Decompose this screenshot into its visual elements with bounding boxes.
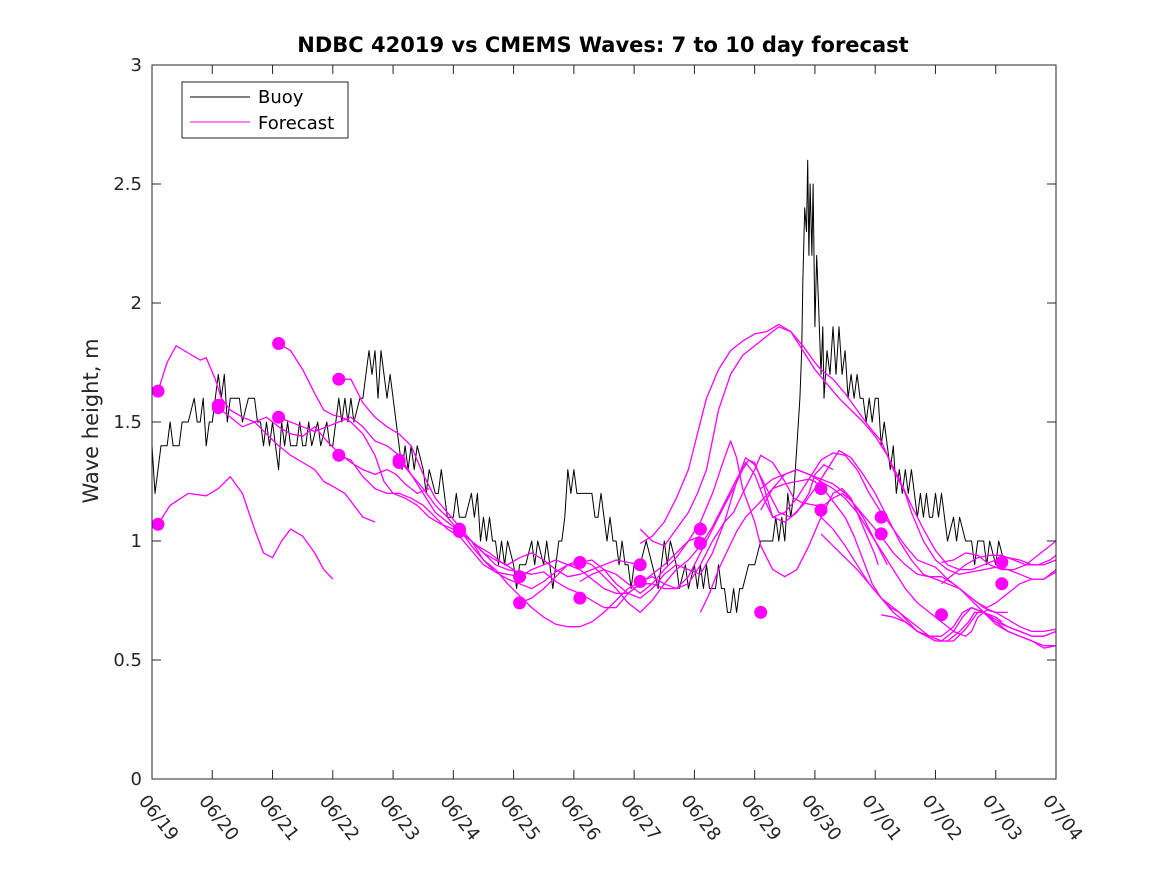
forecast-start-marker-15	[573, 591, 587, 605]
forecast-start-marker-4	[272, 337, 286, 350]
forecast-series-line-3	[217, 407, 430, 495]
forecast-series-line-16	[760, 468, 1057, 637]
forecast-start-marker-22	[814, 503, 828, 517]
x-tick-label-3: 06/22	[315, 791, 363, 845]
x-tick-label-14: 07/03	[978, 791, 1026, 845]
forecast-series-line-6	[338, 378, 641, 578]
forecast-start-marker-6	[332, 372, 346, 386]
y-tick-label-2: 1	[131, 531, 142, 552]
x-tick-label-1: 06/20	[194, 791, 242, 845]
forecast-start-marker-23	[874, 510, 888, 524]
y-axis: 0 0.5 1 1.5 2 2.5 3	[113, 55, 1056, 790]
plot-area	[151, 159, 1057, 649]
forecast-series-line-12	[579, 440, 879, 595]
forecast-series-line-21	[941, 540, 1057, 571]
x-tick-label-9: 06/28	[676, 791, 724, 845]
forecast-start-marker-7	[332, 448, 346, 462]
forecast-start-marker-21	[814, 482, 828, 496]
forecast-start-marker-11	[452, 525, 466, 538]
forecast-start-marker-13	[513, 596, 527, 610]
forecast-start-marker-14	[573, 555, 587, 569]
y-tick-label-4: 2	[131, 293, 142, 314]
forecast-series-line-17	[760, 468, 1057, 609]
legend-buoy-label: Buoy	[258, 87, 304, 108]
x-tick-label-10: 06/29	[737, 791, 785, 845]
legend: Buoy Forecast	[181, 81, 349, 139]
y-tick-label-3: 1.5	[113, 412, 142, 433]
y-tick-label-6: 3	[131, 55, 142, 76]
forecast-series-line-22	[941, 554, 1057, 585]
forecast-series-line-5	[278, 416, 580, 578]
x-tick-label-6: 06/25	[496, 791, 544, 845]
forecast-series-line-11	[579, 449, 1008, 614]
x-tick-label-8: 06/27	[616, 791, 664, 845]
forecast-series-line-19	[820, 533, 1057, 649]
chart-title: NDBC 42019 vs CMEMS Waves: 7 to 10 day f…	[297, 33, 908, 57]
legend-box	[181, 81, 349, 139]
forecast-start-marker-17	[633, 575, 647, 588]
y-tick-label-0: 0	[131, 769, 142, 790]
y-tick-label-1: 0.5	[113, 650, 142, 671]
x-tick-label-11: 06/30	[797, 791, 845, 845]
forecast-start-marker-16	[633, 558, 647, 572]
x-tick-label-5: 06/24	[435, 791, 483, 845]
forecast-start-marker-19	[693, 536, 707, 550]
series-layer	[151, 159, 1057, 649]
x-tick-label-4: 06/23	[375, 791, 423, 845]
forecast-series-line-1	[157, 476, 334, 580]
forecast-start-marker-5	[272, 410, 286, 424]
forecast-start-marker-18	[693, 522, 707, 536]
legend-forecast-label: Forecast	[258, 113, 334, 134]
forecast-start-marker-25	[935, 608, 948, 622]
buoy-series-line	[151, 159, 1006, 613]
x-tick-label-13: 07/02	[918, 791, 966, 845]
x-tick-label-2: 06/21	[255, 791, 303, 845]
marker-layer	[151, 337, 1009, 622]
forecast-start-marker-1	[151, 517, 165, 531]
forecast-start-marker-26	[995, 555, 1009, 569]
y-tick-label-5: 2.5	[113, 174, 142, 195]
x-tick-label-0: 06/19	[134, 791, 182, 845]
y-axis-label: Wave height, m	[79, 338, 103, 503]
forecast-start-marker-9	[392, 456, 406, 469]
forecast-start-marker-12	[513, 570, 527, 584]
forecast-start-marker-27	[995, 577, 1009, 591]
forecast-start-marker-3	[211, 401, 225, 415]
forecast-series-line-2	[157, 345, 376, 523]
forecast-series-line-14	[639, 323, 1057, 571]
forecast-start-marker-24	[874, 527, 888, 541]
forecast-series-line-13	[639, 326, 1057, 580]
forecast-start-marker-0	[151, 384, 165, 398]
x-tick-label-15: 07/04	[1038, 791, 1086, 845]
forecast-start-marker-20	[754, 605, 768, 619]
x-tick-label-12: 07/01	[857, 791, 905, 845]
forecast-series-line-20	[881, 606, 1057, 642]
x-tick-label-7: 06/26	[556, 791, 604, 845]
